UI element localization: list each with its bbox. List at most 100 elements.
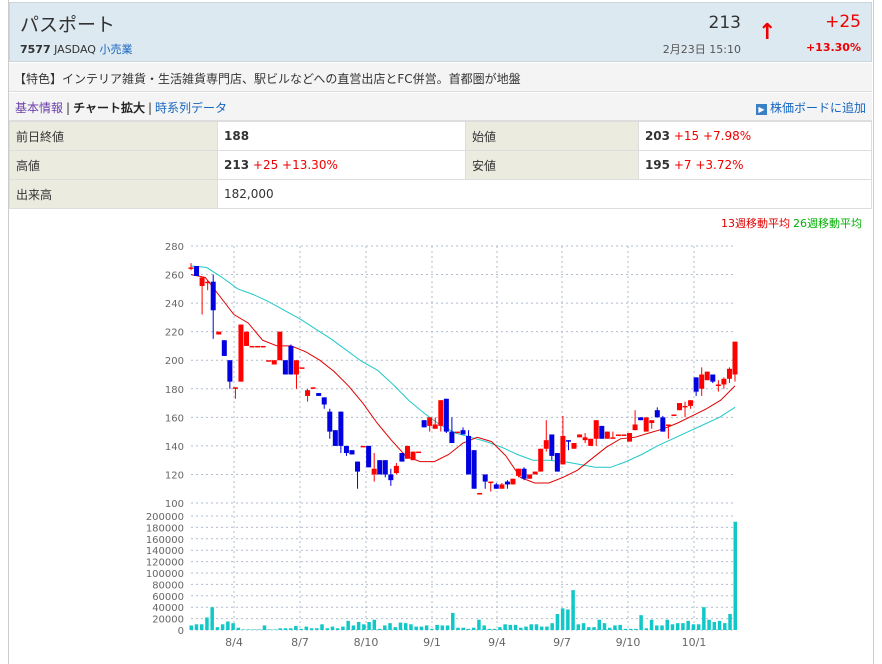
volume-bar <box>602 623 607 630</box>
volume-bar <box>288 628 293 630</box>
chart-expand-current: チャート拡大 <box>73 101 145 115</box>
volume-bar <box>691 624 696 630</box>
volume-bar <box>707 619 711 630</box>
volume-bar <box>576 624 581 630</box>
volume-bar <box>445 625 450 630</box>
volume-bar <box>278 628 282 630</box>
candle-body <box>665 424 671 426</box>
candle-body <box>682 405 688 408</box>
volume-bar <box>403 623 408 630</box>
stock-name: パスポート <box>20 14 116 36</box>
volume-bar <box>409 624 413 630</box>
candle-body <box>632 424 638 431</box>
volume-bar <box>660 625 664 630</box>
volume-bar <box>665 619 669 630</box>
candle-body <box>554 453 560 472</box>
candle-body <box>671 414 677 416</box>
candle-body <box>205 281 211 284</box>
volume-bar <box>733 521 737 630</box>
volume-bar <box>346 620 350 630</box>
candle-body <box>471 450 477 489</box>
candle-body <box>327 411 333 432</box>
table-row: 前日終値 188 始値 203 +15 +7.98% <box>9 121 873 151</box>
volume-bar <box>519 627 523 630</box>
candle-body <box>688 400 694 406</box>
candle-body <box>266 360 272 362</box>
volume-bar <box>199 624 204 630</box>
price-tick-label: 260 <box>165 271 184 282</box>
candle-body <box>565 440 571 442</box>
candle-body <box>726 368 732 379</box>
quote-table: 前日終値 188 始値 203 +15 +7.98% 高値 213 +25 +13.30… <box>9 121 873 209</box>
volume-bar <box>461 627 465 630</box>
volume-bar <box>424 625 429 630</box>
sector-link[interactable]: 小売業 <box>99 43 133 56</box>
volume-bar <box>466 628 471 630</box>
candle-body <box>377 460 383 475</box>
candle-body <box>538 448 544 472</box>
add-to-board-button[interactable]: ▶ 株価ボードに追加 <box>755 99 866 116</box>
candle-body <box>560 435 566 465</box>
legend-ma13: 13週移動平均 <box>721 216 790 230</box>
volume-bar <box>194 624 199 630</box>
market: JASDAQ <box>54 43 96 56</box>
candle-body <box>227 360 233 382</box>
volume-bar <box>273 629 277 630</box>
candle-body <box>399 453 405 462</box>
volume-bar <box>440 625 445 630</box>
candle-body <box>482 474 488 482</box>
timeseries-link[interactable]: 時系列データ <box>155 101 228 115</box>
volume-bar <box>241 629 246 630</box>
candle-body <box>643 417 649 432</box>
volume-bar <box>534 624 539 630</box>
volume-tick-label: 180000 <box>146 523 184 534</box>
candle-body <box>588 438 594 446</box>
candle-body <box>532 471 538 475</box>
candle-body <box>693 377 699 392</box>
candle-body <box>332 430 338 446</box>
candle-body <box>410 451 416 461</box>
candle-body <box>577 434 583 438</box>
volume-bar <box>236 627 241 630</box>
volume-bar <box>581 623 586 630</box>
volume-bar <box>356 622 361 630</box>
company-description: 【特色】インテリア雑貨・生活雑貨専門店、駅ビルなどへの直営出店とFC併営。首都圏… <box>9 63 872 92</box>
volume-tick-label: 140000 <box>146 546 184 557</box>
price-tick-label: 220 <box>165 328 184 339</box>
volume-bar <box>231 623 235 630</box>
volume-bar <box>560 608 565 630</box>
volume-bar <box>686 620 690 630</box>
volume-bar <box>341 626 345 630</box>
volume-bar <box>524 626 528 630</box>
candle-body <box>493 484 499 489</box>
candle-body <box>371 468 377 475</box>
table-row: 出来高 182,000 <box>9 179 872 209</box>
volume-value: 182,000 <box>217 179 872 209</box>
volume-bar <box>550 623 554 630</box>
candle-body <box>649 420 655 424</box>
price-tick-label: 200 <box>165 356 184 367</box>
x-tick-label: 8/7 <box>291 636 309 649</box>
candle-body <box>732 341 738 375</box>
candle-body <box>454 431 460 434</box>
candle-body <box>305 390 311 396</box>
high-value: 213 +25 +13.30% <box>217 150 466 180</box>
candle-body <box>249 345 255 348</box>
volume-bar <box>649 619 654 630</box>
volume-bar <box>247 629 251 630</box>
volume-bar <box>670 624 675 630</box>
candle-body <box>188 267 194 269</box>
candle-body <box>549 434 555 456</box>
candle-body <box>293 360 299 375</box>
candle-body <box>449 431 455 444</box>
open-label: 始値 <box>464 121 639 151</box>
price-tick-label: 160 <box>165 413 184 424</box>
volume-bar <box>393 627 397 630</box>
candle-body <box>460 430 466 435</box>
candle-body <box>282 360 288 375</box>
basic-info-link[interactable]: 基本情報 <box>15 101 64 115</box>
price-tick-label: 280 <box>165 242 184 253</box>
volume-bar <box>372 619 377 630</box>
candle-body <box>366 445 372 468</box>
